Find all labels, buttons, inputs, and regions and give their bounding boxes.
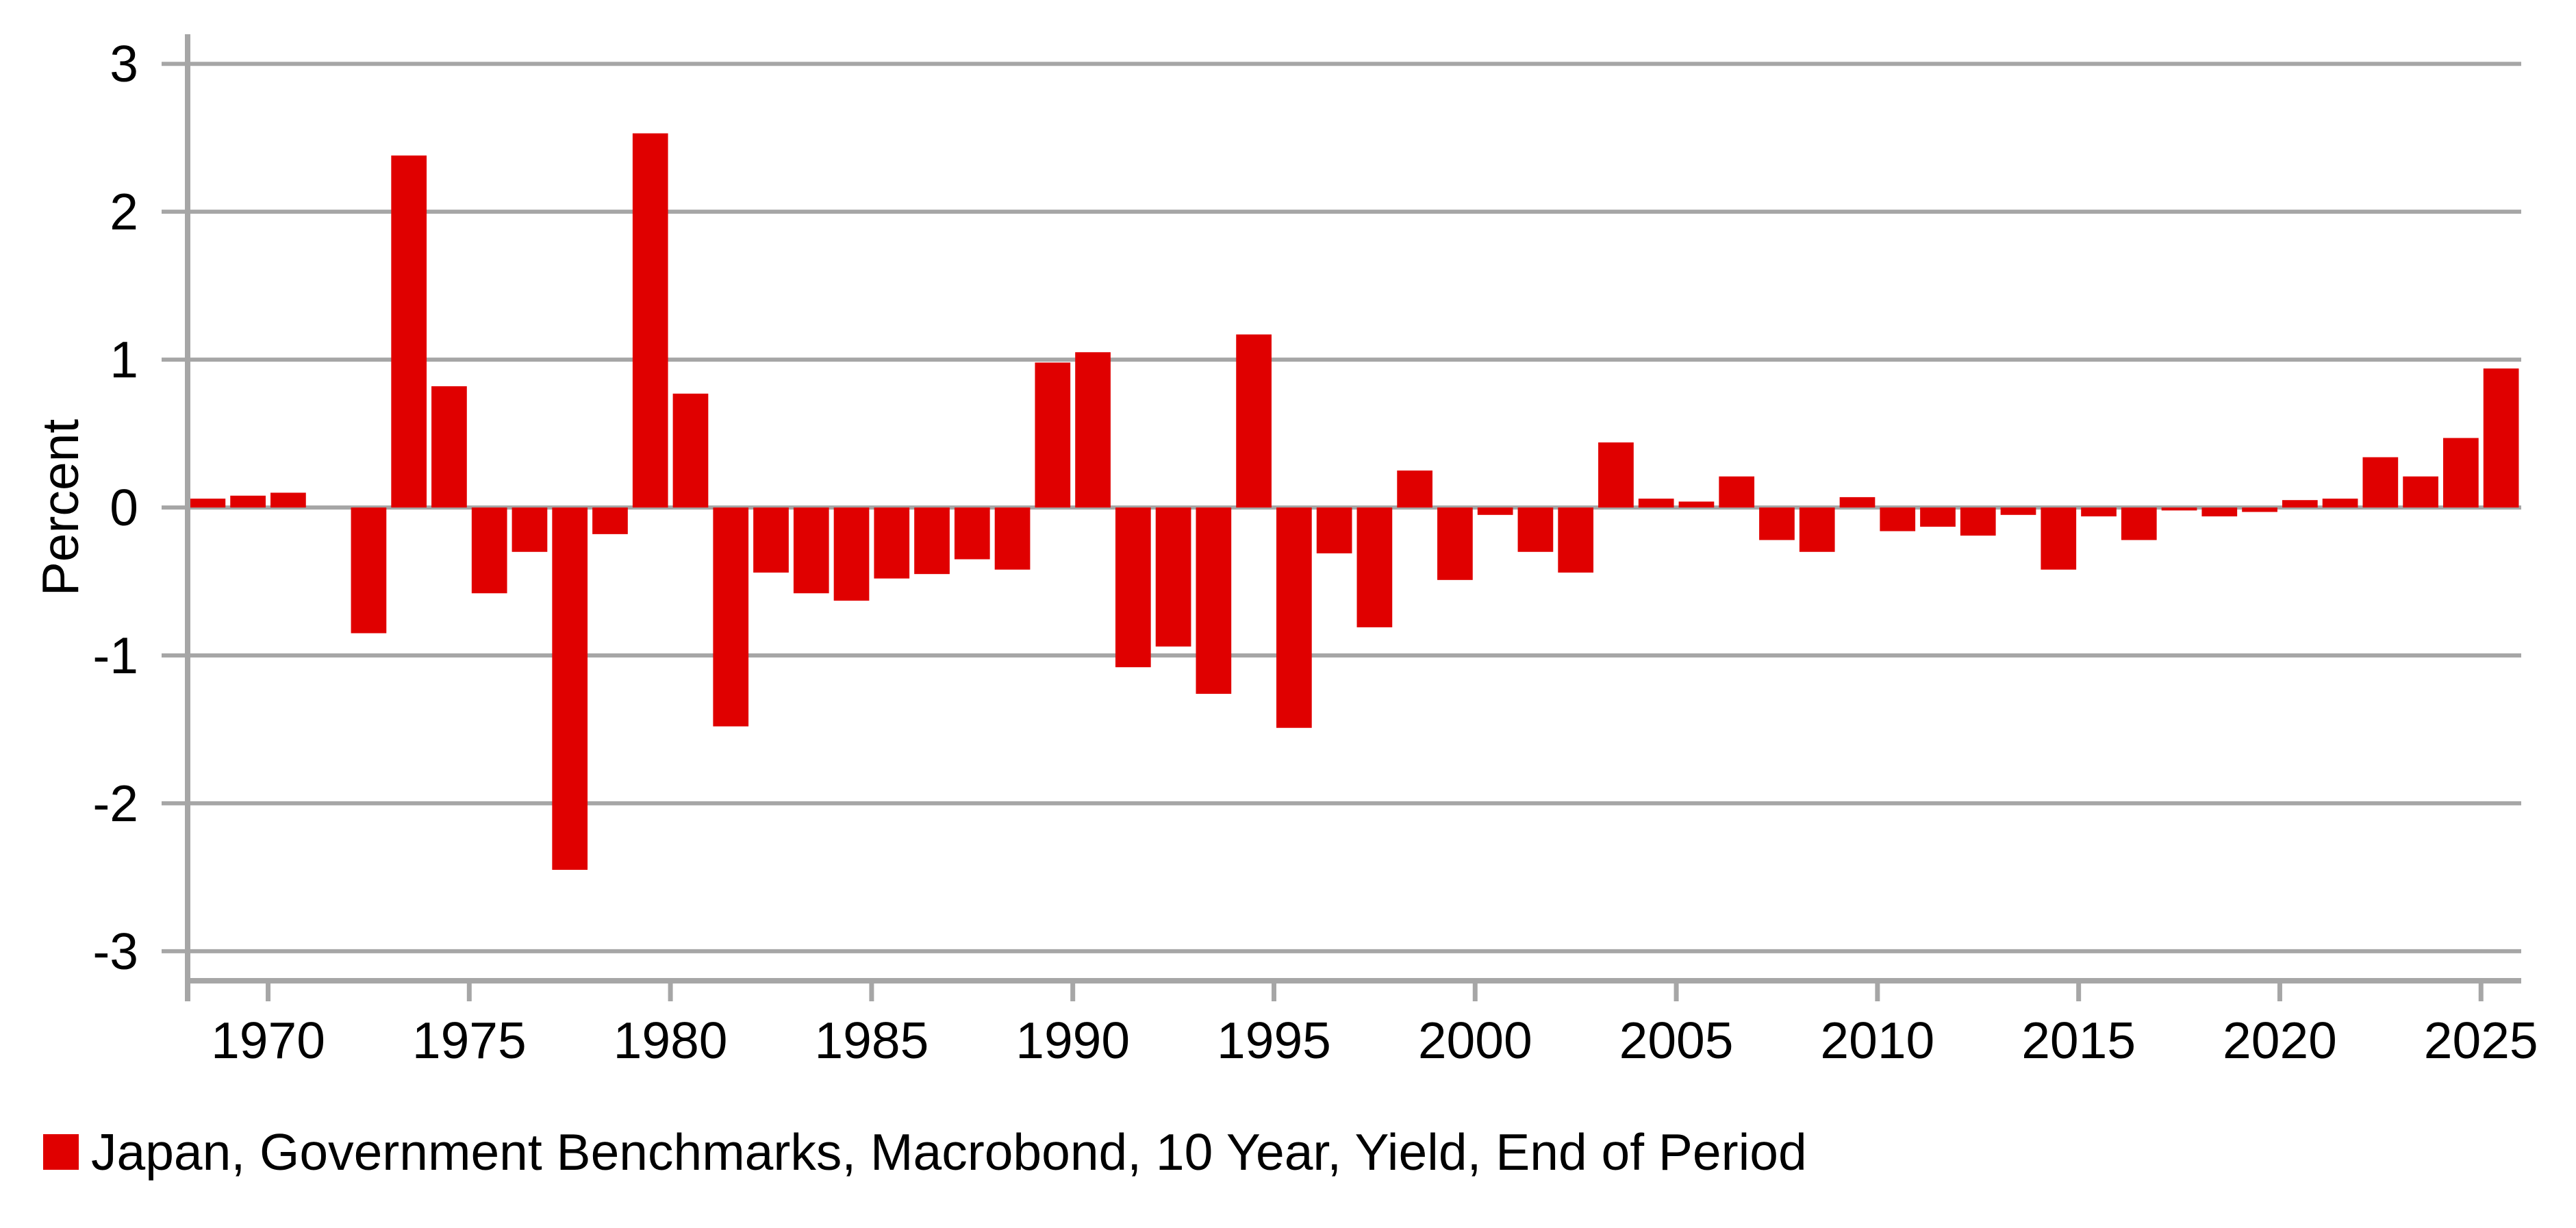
x-tick-label-2000: 2000 bbox=[1418, 1012, 1532, 1069]
bar-2020 bbox=[2282, 500, 2318, 508]
bar-1987 bbox=[954, 508, 990, 560]
y-tick-label--1: -1 bbox=[92, 627, 138, 684]
bar-1992 bbox=[1155, 508, 1191, 647]
bar-1969 bbox=[230, 495, 266, 508]
bar-1977 bbox=[552, 508, 588, 870]
bar-2015 bbox=[2081, 508, 2117, 516]
bar-2008 bbox=[1799, 508, 1835, 552]
x-tick-label-2020: 2020 bbox=[2223, 1012, 2337, 1069]
bar-2004 bbox=[1638, 499, 1674, 508]
bar-2018 bbox=[2201, 508, 2238, 516]
x-tick-label-2005: 2005 bbox=[1619, 1012, 1734, 1069]
bar-2016 bbox=[2121, 508, 2157, 540]
bar-1988 bbox=[994, 508, 1031, 570]
bar-1985 bbox=[874, 508, 910, 579]
bar-1976 bbox=[512, 508, 548, 552]
bar-2011 bbox=[1920, 508, 1956, 527]
bar-1999 bbox=[1437, 508, 1473, 580]
bar-2022 bbox=[2362, 457, 2399, 508]
x-tick-label-1970: 1970 bbox=[211, 1012, 325, 1069]
bar-1995 bbox=[1276, 508, 1312, 728]
bar-2001 bbox=[1517, 508, 1554, 552]
bar-2024 bbox=[2443, 438, 2479, 508]
bar-2014 bbox=[2041, 508, 2077, 570]
bar-2003 bbox=[1598, 442, 1634, 508]
bar-2009 bbox=[1839, 497, 1876, 508]
x-tick-label-1995: 1995 bbox=[1217, 1012, 1331, 1069]
bar-1998 bbox=[1397, 471, 1432, 508]
bar-2005 bbox=[1678, 501, 1715, 508]
legend: Japan, Government Benchmarks, Macrobond,… bbox=[43, 1123, 1807, 1181]
bar-1968 bbox=[190, 499, 226, 508]
legend-label: Japan, Government Benchmarks, Macrobond,… bbox=[91, 1123, 1807, 1181]
y-tick-label--3: -3 bbox=[92, 923, 138, 980]
x-tick-label-1990: 1990 bbox=[1015, 1012, 1130, 1069]
bar-1996 bbox=[1316, 508, 1352, 553]
bar-1984 bbox=[833, 508, 870, 601]
x-tick-label-1975: 1975 bbox=[412, 1012, 527, 1069]
bar-2010 bbox=[1880, 508, 1916, 531]
y-tick-label-3: 3 bbox=[110, 35, 138, 92]
y-tick-label-2: 2 bbox=[110, 183, 138, 240]
bar-1993 bbox=[1196, 508, 1232, 694]
bar-2021 bbox=[2322, 499, 2358, 508]
bar-1990 bbox=[1075, 352, 1111, 508]
y-axis-title: Percent bbox=[31, 418, 89, 597]
bar-2025 bbox=[2483, 368, 2519, 508]
bar-1981 bbox=[713, 508, 749, 727]
x-tick-label-2015: 2015 bbox=[2021, 1012, 2136, 1069]
bar-1989 bbox=[1035, 362, 1071, 508]
x-tick-label-2025: 2025 bbox=[2424, 1012, 2538, 1069]
y-tick-label--2: -2 bbox=[92, 775, 138, 832]
bar-1970 bbox=[270, 492, 306, 508]
bar-1973 bbox=[391, 155, 427, 508]
bar-2012 bbox=[1960, 508, 1996, 536]
bar-2000 bbox=[1477, 508, 1513, 515]
bar-1994 bbox=[1236, 334, 1272, 508]
x-tick-label-1980: 1980 bbox=[614, 1012, 728, 1069]
bar-1974 bbox=[431, 386, 467, 508]
bar-1980 bbox=[672, 393, 709, 508]
bar-1986 bbox=[914, 508, 950, 575]
bar-1979 bbox=[632, 133, 668, 508]
bar-2019 bbox=[2242, 508, 2277, 512]
x-tick-label-2010: 2010 bbox=[1820, 1012, 1934, 1069]
bar-2007 bbox=[1759, 508, 1795, 540]
bar-1978 bbox=[592, 508, 628, 534]
bar-2002 bbox=[1558, 508, 1594, 573]
bar-1982 bbox=[753, 508, 789, 573]
bar-1972 bbox=[351, 508, 387, 634]
bar-1983 bbox=[793, 508, 829, 594]
x-tick-label-1985: 1985 bbox=[814, 1012, 929, 1069]
y-tick-label-0: 0 bbox=[110, 479, 138, 536]
bar-1991 bbox=[1115, 508, 1151, 668]
bar-2023 bbox=[2403, 476, 2438, 508]
bar-2013 bbox=[2000, 508, 2036, 515]
bar-2017 bbox=[2161, 508, 2197, 511]
bar-1997 bbox=[1356, 508, 1393, 627]
bar-2006 bbox=[1719, 476, 1755, 508]
y-tick-label-1: 1 bbox=[110, 331, 138, 388]
legend-marker-swatch bbox=[43, 1134, 79, 1170]
bar-1975 bbox=[471, 508, 507, 594]
